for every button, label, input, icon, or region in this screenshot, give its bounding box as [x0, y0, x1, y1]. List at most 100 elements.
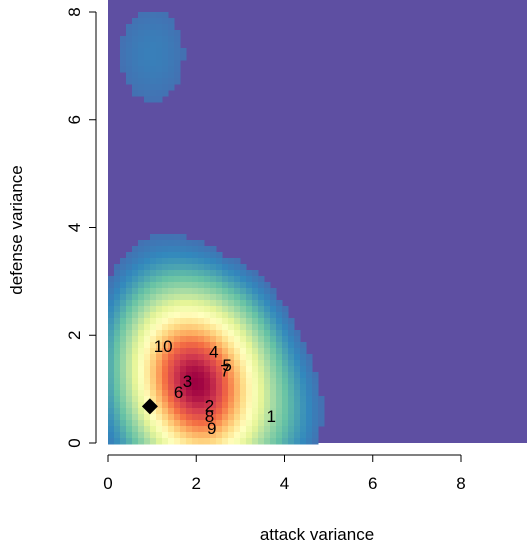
heatmap-cell: [144, 54, 151, 61]
heatmap-cell: [210, 408, 217, 415]
heatmap-cell: [174, 54, 181, 61]
heatmap-cell: [162, 354, 169, 361]
heatmap-cell: [120, 48, 127, 55]
heatmap-cell: [228, 408, 235, 415]
heatmap-cell: [234, 348, 241, 355]
heatmap-cell: [114, 432, 121, 439]
heatmap-cell: [138, 324, 145, 331]
heatmap-cell: [150, 426, 157, 433]
heatmap-cell: [168, 378, 175, 385]
heatmap-cell: [216, 264, 223, 271]
heatmap-cell: [162, 276, 169, 283]
heatmap-cell: [150, 348, 157, 355]
heatmap-cell: [156, 342, 163, 349]
heatmap-cell: [312, 414, 319, 421]
heatmap-cell: [150, 342, 157, 349]
heatmap-cell: [150, 360, 157, 367]
heatmap-cell: [198, 246, 205, 253]
heatmap-cell: [204, 336, 211, 343]
heatmap-cell: [210, 438, 217, 445]
heatmap-cell: [174, 402, 181, 409]
heatmap-cell: [156, 432, 163, 439]
heatmap-cell: [264, 390, 271, 397]
heatmap-cell: [156, 90, 163, 97]
heatmap-cell: [138, 78, 145, 85]
heatmap-cell: [306, 426, 313, 433]
heatmap-cell: [252, 276, 259, 283]
heatmap-cell: [138, 300, 145, 307]
heatmap-cell: [300, 384, 307, 391]
heatmap-cell: [162, 408, 169, 415]
heatmap-cell: [252, 396, 259, 403]
heatmap-cell: [132, 48, 139, 55]
heatmap-cell: [132, 24, 139, 31]
heatmap-cell: [216, 330, 223, 337]
heatmap-cell: [204, 270, 211, 277]
heatmap-cell: [192, 360, 199, 367]
heatmap-cell: [216, 336, 223, 343]
heatmap-cell: [174, 378, 181, 385]
heatmap-cell: [174, 258, 181, 265]
heatmap-cell: [300, 378, 307, 385]
heatmap-cell: [144, 282, 151, 289]
heatmap-cell: [270, 342, 277, 349]
heatmap-cell: [150, 312, 157, 319]
heatmap-cell: [258, 438, 265, 445]
heatmap-cell: [108, 276, 115, 283]
heatmap-cell: [174, 420, 181, 427]
heatmap-cell: [156, 258, 163, 265]
point-label-4: 4: [209, 342, 218, 361]
heatmap-cell: [222, 408, 229, 415]
heatmap-cell: [126, 282, 133, 289]
heatmap-cell: [132, 372, 139, 379]
heatmap-cell: [252, 270, 259, 277]
heatmap-cell: [228, 312, 235, 319]
heatmap-cell: [288, 330, 295, 337]
heatmap-cell: [240, 366, 247, 373]
heatmap-cell: [162, 54, 169, 61]
heatmap-cell: [156, 234, 163, 241]
heatmap-cell: [180, 312, 187, 319]
heatmap-cell: [168, 276, 175, 283]
heatmap-cell: [114, 402, 121, 409]
heatmap-cell: [168, 294, 175, 301]
heatmap-cell: [210, 300, 217, 307]
heatmap-cell: [216, 390, 223, 397]
heatmap-cell: [144, 264, 151, 271]
heatmap-cell: [204, 252, 211, 259]
heatmap-cell: [288, 354, 295, 361]
heatmap-cell: [156, 408, 163, 415]
heatmap-cell: [144, 270, 151, 277]
heatmap-cell: [300, 372, 307, 379]
heatmap-cell: [258, 276, 265, 283]
heatmap-cell: [150, 390, 157, 397]
heatmap-cell: [228, 282, 235, 289]
heatmap-cell: [156, 348, 163, 355]
heatmap-cell: [114, 348, 121, 355]
heatmap-cell: [168, 60, 175, 67]
heatmap-cell: [294, 348, 301, 355]
heatmap-cell: [150, 396, 157, 403]
heatmap-cell: [204, 318, 211, 325]
heatmap-cell: [132, 264, 139, 271]
heatmap-cell: [222, 414, 229, 421]
heatmap-cell: [168, 414, 175, 421]
heatmap-cell: [228, 426, 235, 433]
heatmap-cell: [198, 252, 205, 259]
heatmap-cell: [228, 318, 235, 325]
x-tick-label: 0: [103, 474, 112, 493]
heatmap-cell: [180, 354, 187, 361]
heatmap-cell: [222, 402, 229, 409]
heatmap-cell: [240, 294, 247, 301]
heatmap-cell: [180, 270, 187, 277]
heatmap-cell: [276, 414, 283, 421]
heatmap-cell: [180, 384, 187, 391]
heatmap-cell: [312, 432, 319, 439]
heatmap-cell: [300, 348, 307, 355]
heatmap-cell: [246, 354, 253, 361]
heatmap-cell: [288, 420, 295, 427]
heatmap-cell: [186, 420, 193, 427]
heatmap-cell: [114, 414, 121, 421]
heatmap-cell: [282, 402, 289, 409]
heatmap-cell: [234, 258, 241, 265]
